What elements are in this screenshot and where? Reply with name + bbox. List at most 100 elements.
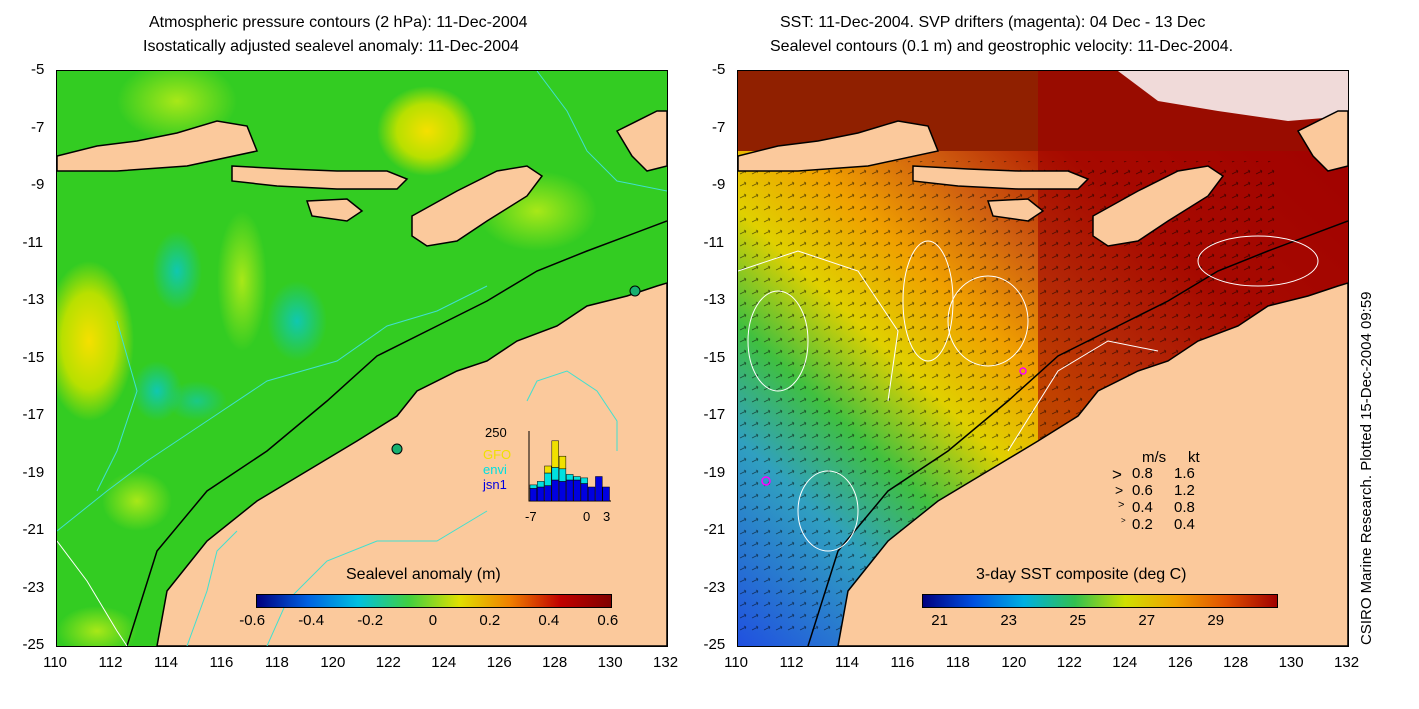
left-lon-tick: 126 <box>486 654 512 671</box>
inset-legend-item: jsn1 <box>483 477 507 492</box>
tide-gauge-marker[interactable] <box>391 443 403 455</box>
pressure-contour-6 <box>57 540 128 646</box>
right-map-panel[interactable]: m/s kt >0.8 1.6 >0.6 1.2 >0.4 0.8 >0.2 0.4 3-da… <box>737 70 1349 647</box>
sealevel-contour <box>738 250 899 402</box>
left-lon-tick: 124 <box>431 654 457 671</box>
java-bali-land <box>738 120 940 172</box>
right-lat-tick: -13 <box>703 291 726 308</box>
anomaly-colorbar-ticks: -0.6 -0.4 -0.2 0 0.2 0.4 0.6 <box>239 612 618 632</box>
left-map-panel[interactable]: Sealevel anomaly (m) -0.6 -0.4 -0.2 0 0.2 0.4… <box>56 70 668 647</box>
left-lat-tick: -15 <box>22 348 45 366</box>
right-lon-tick: 112 <box>779 654 804 671</box>
inset-bar-envi <box>529 484 538 489</box>
inset-bar-envi <box>573 476 581 481</box>
inset-bar-jsn1 <box>558 481 567 502</box>
anomaly-high-north <box>377 86 477 176</box>
right-lon-tick: 122 <box>1056 654 1082 671</box>
velocity-arrow-icon: > <box>1112 465 1122 484</box>
flores-land <box>231 165 409 190</box>
timor-land <box>1092 165 1225 247</box>
left-lat-tick: -21 <box>22 521 45 538</box>
timor-land <box>411 165 544 247</box>
inset-bar-jsn1 <box>537 486 545 502</box>
pressure-contour-1 <box>57 285 488 532</box>
tide-gauge-marker[interactable] <box>629 285 641 297</box>
cloud-gaps <box>1118 71 1348 121</box>
pressure-contour-5 <box>526 370 618 451</box>
sealevel-contour <box>1007 340 1159 452</box>
right-lat-tick: -25 <box>703 636 726 653</box>
left-lon-tick: 132 <box>653 654 679 671</box>
sst-colorbar-tick: 23 <box>1000 612 1018 629</box>
inset-x-tick: -7 <box>525 509 537 524</box>
left-lon-tick: 112 <box>98 654 123 671</box>
right-lon-tick: 130 <box>1278 654 1304 671</box>
right-lat-tick: -21 <box>703 521 726 538</box>
inset-bar-jsn1 <box>587 486 596 502</box>
inset-x-tick: 0 <box>583 509 591 524</box>
contour-200m <box>126 220 667 646</box>
velocity-arrow-icon: > <box>1121 516 1126 525</box>
altimeter-inset: 250 GFO envi jsn1 -7 0 3 <box>477 425 620 529</box>
svp-drifter-marker[interactable] <box>1019 367 1027 375</box>
velocity-legend-kt-header: kt <box>1188 449 1200 466</box>
left-lon-tick: 116 <box>209 654 234 671</box>
velocity-kt-value: 0.4 <box>1174 516 1195 533</box>
sumba-land <box>305 198 364 222</box>
right-lon-tick: 118 <box>945 654 970 671</box>
pressure-contour-2 <box>536 71 667 192</box>
anomaly-colorbar-tick: -0.6 <box>239 612 266 629</box>
sst-colorbar-tick: 27 <box>1138 612 1156 629</box>
right-lat-tick: -5 <box>712 61 726 78</box>
anomaly-low-2 <box>152 231 202 311</box>
anomaly-high-s <box>102 471 172 531</box>
inset-bar-jsn1 <box>566 479 574 502</box>
svp-drifter-marker[interactable] <box>761 476 771 486</box>
anomaly-low-4 <box>167 381 227 421</box>
inset-bar-gfo <box>544 465 552 474</box>
left-lat-tick: -11 <box>22 233 44 251</box>
left-lat-tick: -5 <box>31 61 45 78</box>
right-lat-tick: -17 <box>703 406 726 423</box>
sealevel-contour <box>797 470 859 552</box>
pressure-contour-7 <box>96 320 138 492</box>
inset-bar-jsn1 <box>602 486 610 502</box>
pressure-contour-4 <box>186 530 238 646</box>
left-title-line1: Atmospheric pressure contours (2 hPa): 1… <box>149 14 528 31</box>
inset-bar-jsn1 <box>595 476 603 502</box>
anomaly-colorbar-tick: 0.6 <box>597 612 619 629</box>
inset-x-labels: -7 0 3 <box>525 509 620 525</box>
right-lat-tick: -15 <box>703 348 726 366</box>
tanimbar-land <box>615 110 667 172</box>
right-lon-tick: 128 <box>1223 654 1249 671</box>
anomaly-colorbar-tick: 0 <box>428 612 438 629</box>
right-lon-tick: 124 <box>1112 654 1138 671</box>
velocity-legend-ms-header: m/s <box>1142 449 1167 466</box>
sst-colorbar-tick: 21 <box>931 612 948 629</box>
anomaly-colorbar <box>256 594 612 608</box>
left-lon-tick: 130 <box>597 654 623 671</box>
left-lon-tick: 110 <box>43 654 68 671</box>
left-lon-tick: 118 <box>264 654 289 671</box>
right-lat-tick: -9 <box>712 176 726 193</box>
inset-bar-jsn1 <box>529 488 538 502</box>
inset-bar-envi <box>537 481 545 488</box>
right-lon-tick: 132 <box>1334 654 1360 671</box>
left-lat-tick: -25 <box>22 636 45 653</box>
anomaly-colorbar-title: Sealevel anomaly (m) <box>346 566 501 583</box>
australia-land <box>837 282 1348 646</box>
right-title-line2: Sealevel contours (0.1 m) and geostrophi… <box>770 38 1234 55</box>
australia-land <box>156 282 667 646</box>
inset-bar-envi <box>558 468 567 482</box>
left-lon-tick: 120 <box>320 654 346 671</box>
velocity-kt-value: 1.2 <box>1174 482 1195 499</box>
sst-colorbar-ticks: 21 23 25 27 29 <box>922 612 1276 632</box>
right-lon-tick: 114 <box>835 654 859 671</box>
sealevel-contour <box>902 240 954 362</box>
right-lon-tick: 126 <box>1167 654 1193 671</box>
right-lon-tick: 120 <box>1001 654 1027 671</box>
right-lon-tick: 116 <box>890 654 915 671</box>
right-lat-tick: -7 <box>712 118 726 136</box>
left-lat-tick: -23 <box>22 578 45 596</box>
sst-map <box>738 71 1348 646</box>
